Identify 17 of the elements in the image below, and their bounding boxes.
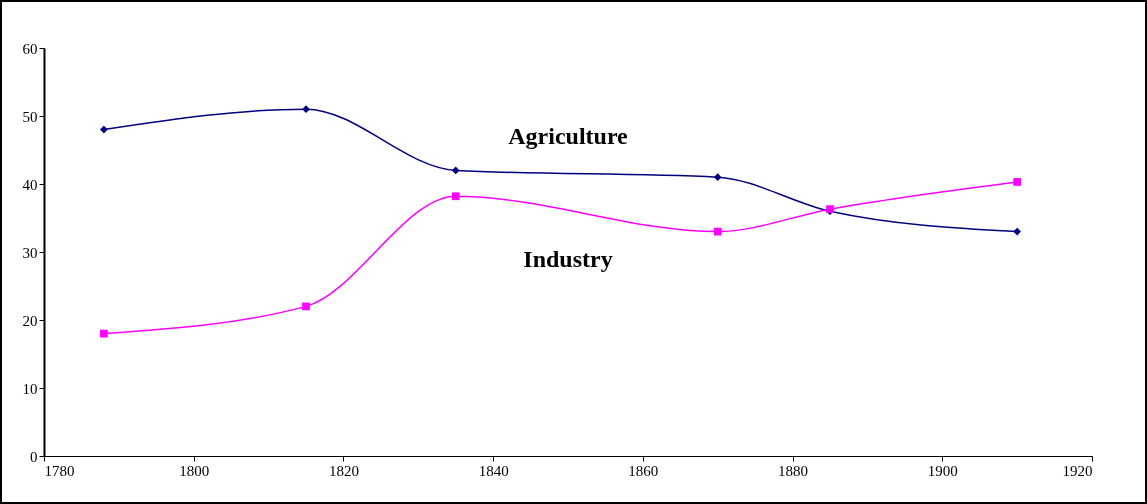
- y-tick-label: 60: [22, 40, 38, 57]
- x-tick-label: 1900: [927, 462, 958, 479]
- x-tick-label: 1780: [44, 462, 75, 479]
- y-tick-label: 20: [22, 312, 38, 329]
- x-tick-label: 1920: [1062, 462, 1093, 479]
- x-tick-label: 1860: [628, 462, 659, 479]
- series-label: Agriculture: [508, 122, 629, 149]
- series-label: Industry: [523, 246, 613, 273]
- y-tick-label: 0: [30, 448, 38, 465]
- x-tick-label: 1820: [328, 462, 359, 479]
- x-tick-label: 1880: [778, 462, 809, 479]
- x-tick-label: 1840: [478, 462, 509, 479]
- y-tick-label: 50: [22, 108, 38, 125]
- y-tick-label: 10: [22, 380, 38, 397]
- y-tick-label: 30: [22, 244, 38, 261]
- y-tick-label: 40: [22, 176, 38, 193]
- x-tick-label: 1800: [179, 462, 210, 479]
